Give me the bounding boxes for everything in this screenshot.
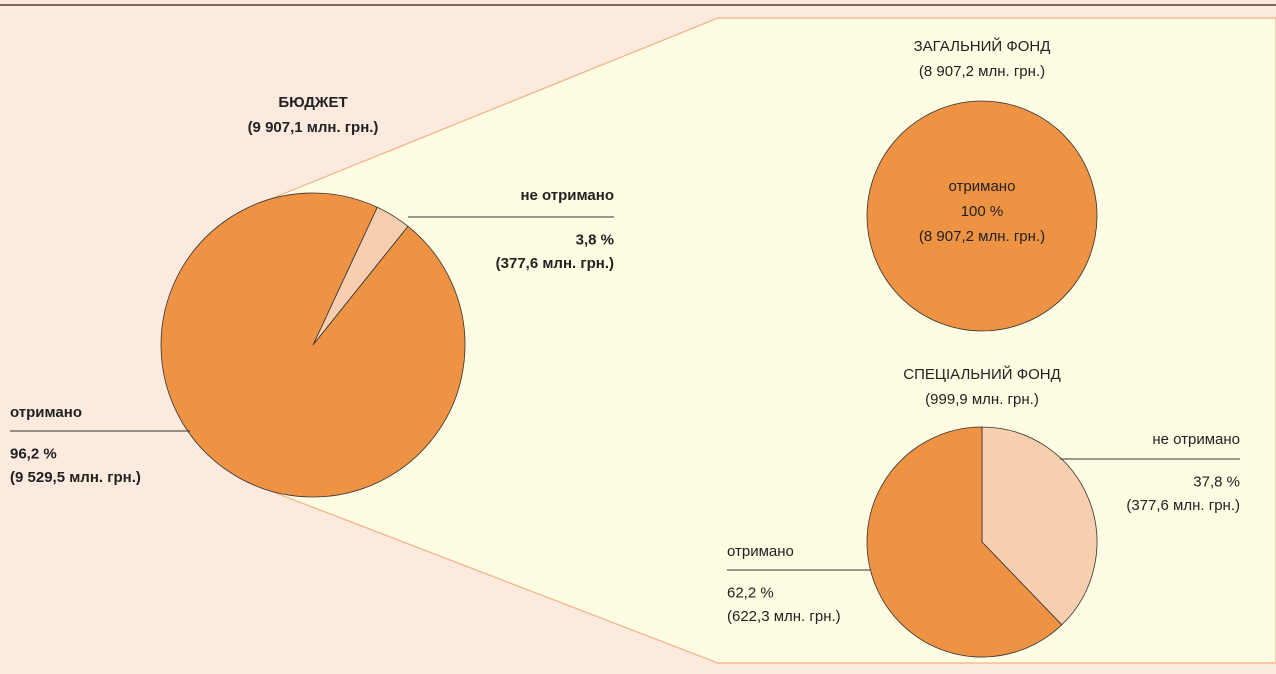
slice-label: отримано: [10, 404, 82, 421]
amount-label: (622,3 млн. грн.): [727, 608, 841, 625]
value-label: 100 %: [961, 203, 1004, 220]
value-label: 37,8 %: [1193, 473, 1240, 490]
pie-subtitle: (9 907,1 млн. грн.): [248, 119, 379, 136]
value-label: 62,2 %: [727, 584, 774, 601]
pie-slice: [160, 192, 466, 498]
pie-subtitle: (8 907,2 млн. грн.): [919, 63, 1045, 80]
pie-slice: [866, 426, 1063, 658]
slice-label: отримано: [949, 178, 1016, 195]
pie-slice: [866, 100, 1098, 332]
slice-label: отримано: [727, 543, 794, 560]
value-label: 3,8 %: [576, 231, 614, 248]
pie-title: СПЕЦІАЛЬНИЙ ФОНД: [903, 365, 1061, 383]
amount-label: (8 907,2 млн. грн.): [919, 228, 1045, 245]
slice-label: не отримано: [1152, 431, 1240, 448]
amount-label: (377,6 млн. грн.): [496, 255, 614, 272]
amount-label: (9 529,5 млн. грн.): [10, 469, 141, 486]
slice-label: не отримано: [520, 187, 614, 204]
pie-slice: [981, 426, 1098, 626]
pie-title: БЮДЖЕТ: [278, 94, 347, 111]
value-label: 96,2 %: [10, 445, 57, 462]
pie-subtitle: (999,9 млн. грн.): [925, 391, 1039, 408]
pie-title: ЗАГАЛЬНИЙ ФОНД: [914, 37, 1051, 55]
amount-label: (377,6 млн. грн.): [1126, 497, 1240, 514]
